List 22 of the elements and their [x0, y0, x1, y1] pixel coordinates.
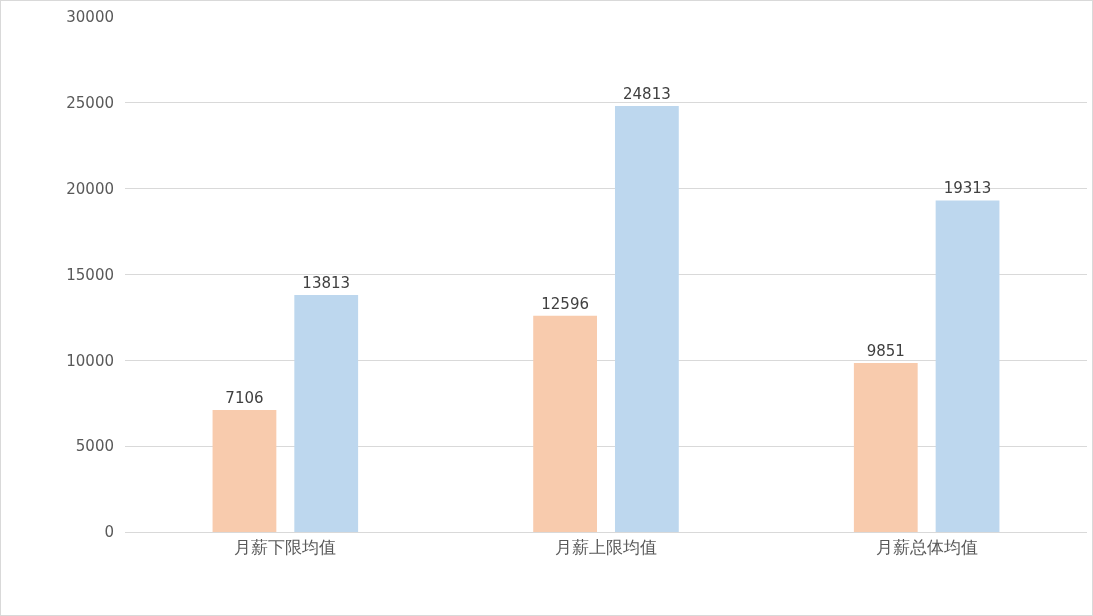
- data-label: 12596: [541, 294, 589, 313]
- y-tick-label: 30000: [66, 8, 114, 27]
- bar: [853, 362, 918, 532]
- bar: [533, 315, 598, 532]
- data-label: 7106: [225, 389, 264, 408]
- x-tick-label: 月薪总体均值: [875, 537, 978, 558]
- y-tick-label: 5000: [75, 437, 114, 456]
- x-tick-label: 月薪上限均值: [555, 537, 657, 558]
- data-label: 13813: [302, 273, 351, 292]
- y-tick-label: 15000: [66, 265, 114, 284]
- x-tick-label: 月薪下限均值: [234, 537, 337, 558]
- data-label: 9851: [866, 341, 905, 360]
- bar: [935, 200, 1000, 532]
- y-tick-label: 25000: [66, 94, 114, 113]
- bar: [294, 294, 359, 532]
- bar: [614, 106, 679, 532]
- data-label: 19313: [943, 179, 992, 198]
- bar: [212, 410, 277, 532]
- y-tick-label: 10000: [66, 351, 114, 370]
- y-tick-label: 20000: [66, 179, 114, 198]
- data-label: 24813: [623, 85, 671, 104]
- y-tick-label: 0: [104, 523, 114, 542]
